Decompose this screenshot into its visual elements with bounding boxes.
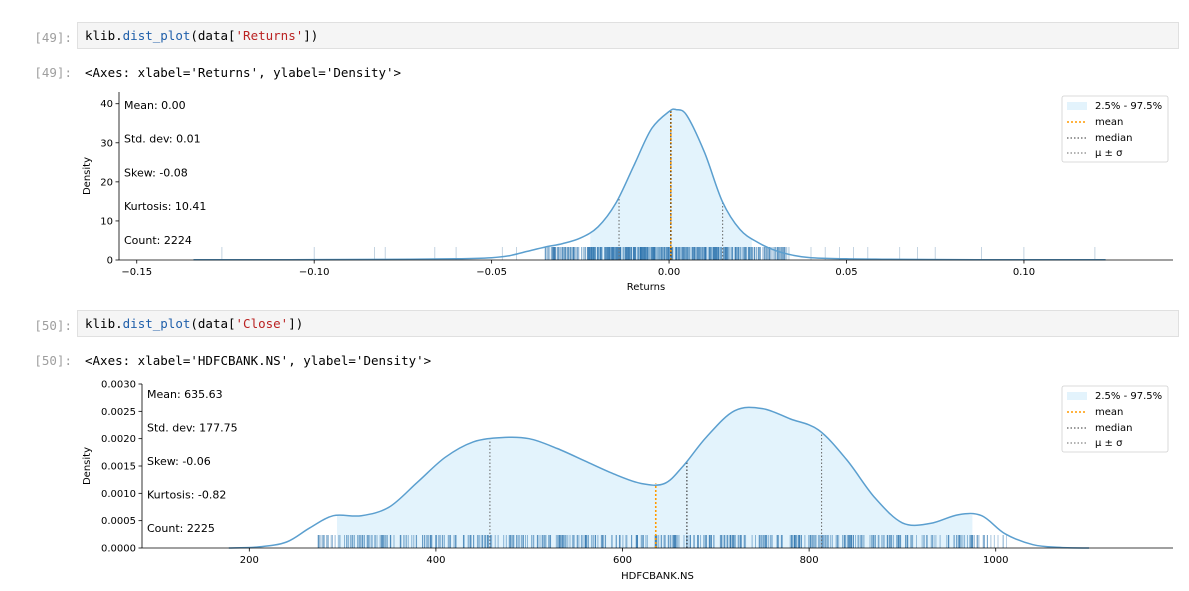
y-axis-label: Density [82,157,93,195]
legend-entry-label: 2.5% - 97.5% [1095,391,1162,402]
returns-dist-plot: −0.15 −0.10 −0.05 0.00 0.05 0.10 0 10 20 30 40 Retu… [82,92,1173,293]
legend-entry-label: mean [1095,407,1123,418]
y-tick-label: 0 [107,256,113,267]
stats-label: Mean: 635.63 [147,388,223,401]
legend-swatch-interval [1067,392,1087,400]
code-args-close: ]) [288,316,304,331]
y-tick-label: 40 [100,99,113,110]
code-function: dist_plot [122,316,191,331]
input-prompt-50: [50]: [34,318,72,333]
kde-curve [228,406,1090,549]
y-tick-label: 30 [100,138,113,149]
legend: 2.5% - 97.5% mean median μ ± σ [1061,95,1169,163]
x-tick-label: 400 [426,555,445,566]
input-prompt-49: [49]: [34,30,72,45]
y-tick-label: 0.0025 [101,407,136,418]
rug-plot [221,247,1096,260]
x-tick-label: 1000 [983,555,1008,566]
legend-entry-label: mean [1095,117,1123,128]
y-tick-label: 0.0005 [101,516,136,527]
legend-entry-label: μ ± σ [1095,148,1123,159]
x-axis-label: Returns [627,282,665,293]
y-axis-label: Density [82,447,93,485]
code-string-arg: 'Returns' [235,28,304,43]
x-tick-label: 600 [613,555,632,566]
output-prompt-49: [49]: [34,65,72,80]
code-cell-49[interactable]: klib.dist_plot(data['Returns']) [77,22,1179,49]
code-object: klib [85,28,116,43]
x-tick-label: 0.05 [835,267,857,278]
code-object: klib [85,316,116,331]
x-tick-label: 0.10 [1013,267,1035,278]
x-tick-label: −0.15 [121,267,152,278]
stats-label: Std. dev: 0.01 [124,133,201,146]
y-tick-label: 0.0030 [101,380,136,391]
legend: 2.5% - 97.5% mean median μ ± σ [1061,385,1169,453]
stats-label: Std. dev: 177.75 [147,422,238,435]
legend-entry-label: median [1095,423,1133,434]
x-tick-label: 0.00 [658,267,680,278]
y-tick-label: 0.0015 [101,462,136,473]
output-text-50: <Axes: xlabel='HDFCBANK.NS', ylabel='Den… [85,353,432,368]
y-tick-label: 10 [100,216,113,227]
code-args-open: (data[ [190,316,236,331]
y-tick-label: 0.0010 [101,489,136,500]
close-dist-plot: 200 400 600 800 1000 0.0000 0.0005 0.0010 0.0015… [82,380,1173,582]
x-tick-label: 800 [800,555,819,566]
code-args-close: ]) [303,28,319,43]
x-tick-label: −0.05 [476,267,507,278]
kde-curve [193,108,1106,261]
output-text-49: <Axes: xlabel='Returns', ylabel='Density… [85,65,402,80]
y-tick-label: 20 [100,177,113,188]
legend-entry-label: μ ± σ [1095,438,1123,449]
stats-label: Kurtosis: -0.82 [147,489,226,502]
output-prompt-50: [50]: [34,353,72,368]
stats-label: Skew: -0.08 [124,166,188,179]
code-cell-50[interactable]: klib.dist_plot(data['Close']) [77,310,1179,337]
stats-label: Skew: -0.06 [147,455,211,468]
legend-swatch-interval [1067,102,1087,110]
stats-label: Count: 2224 [124,234,192,247]
legend-entry-label: 2.5% - 97.5% [1095,101,1162,112]
y-tick-label: 0.0020 [101,434,136,445]
code-string-arg: 'Close' [235,316,289,331]
legend-box [1061,385,1169,453]
code-args-open: (data[ [190,28,236,43]
rug-plot [317,535,1007,548]
x-tick-label: 200 [240,555,259,566]
legend-box [1061,95,1169,163]
interval-fill-area [337,407,973,548]
code-dot: . [115,28,123,43]
stats-label: Count: 2225 [147,522,215,535]
legend-entry-label: median [1095,133,1133,144]
x-tick-label: −0.10 [299,267,330,278]
stats-label: Mean: 0.00 [124,99,186,112]
stats-label: Kurtosis: 10.41 [124,200,206,213]
code-function: dist_plot [122,28,191,43]
x-axis-label: HDFCBANK.NS [621,571,694,582]
interval-fill-area [590,109,752,260]
code-dot: . [115,316,123,331]
y-tick-label: 0.0000 [101,544,136,555]
